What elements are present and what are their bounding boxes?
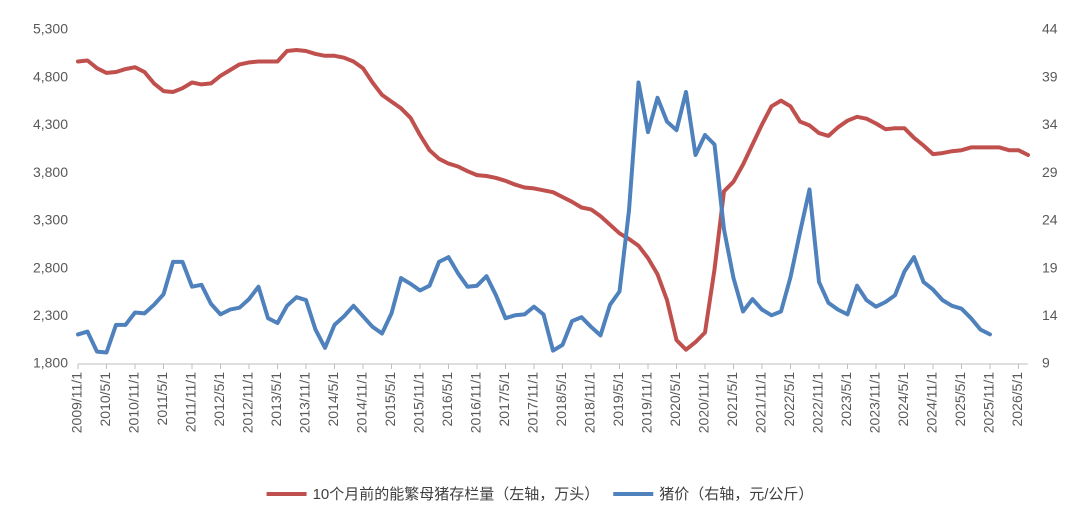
y2-tick-label: 19 (1042, 259, 1058, 275)
legend: 10个月前的能繁母猪存栏量（左轴，万头） 猪价（右轴，元/公斤） (266, 486, 813, 503)
x-tick-label: 2011/11/1 (183, 372, 199, 432)
y-tick-label: 2,300 (33, 307, 68, 323)
x-tick-label: 2024/5/1 (895, 372, 911, 427)
x-tick-label: 2021/5/1 (724, 372, 740, 427)
legend-label: 10个月前的能繁母猪存栏量（左轴，万头） (313, 486, 600, 503)
x-tick-label: 2022/5/1 (781, 372, 797, 427)
y2-tick-label: 34 (1042, 116, 1058, 132)
y-tick-label: 4,800 (33, 68, 68, 84)
x-tick-label: 2024/11/1 (924, 372, 940, 433)
x-tick-label: 2010/5/1 (97, 372, 113, 427)
series-line (76, 48, 1030, 352)
x-tick-label: 2017/5/1 (496, 372, 512, 427)
x-tick-label: 2017/11/1 (525, 372, 541, 433)
legend-item: 10个月前的能繁母猪存栏量（左轴，万头） (266, 486, 600, 503)
y-tick-label: 1,800 (33, 355, 68, 371)
y2-tick-label: 44 (1042, 21, 1058, 37)
x-tick-label: 2010/11/1 (126, 372, 142, 433)
x-tick-label: 2025/11/1 (981, 372, 997, 433)
x-tick-label: 2009/11/1 (69, 372, 85, 433)
x-tick-label: 2018/11/1 (582, 372, 598, 433)
x-tick-label: 2022/11/1 (810, 372, 826, 433)
y2-tick-label: 9 (1042, 355, 1050, 371)
x-tick-label: 2015/5/1 (382, 372, 398, 427)
x-tick-label: 2015/11/1 (411, 372, 427, 433)
x-tick-label: 2014/11/1 (354, 372, 370, 433)
x-tick-label: 2011/5/1 (154, 372, 170, 426)
x-tick-label: 2013/5/1 (268, 372, 284, 427)
x-tick-label: 2025/5/1 (952, 372, 968, 427)
x-tick-label: 2020/11/1 (696, 372, 712, 433)
legend-item: 猪价（右轴，元/公斤） (613, 486, 813, 503)
x-tick-label: 2020/5/1 (667, 372, 683, 427)
x-tick-label: 2023/5/1 (838, 372, 854, 427)
x-tick-label: 2023/11/1 (867, 372, 883, 433)
y2-tick-label: 24 (1042, 212, 1058, 228)
x-tick-label: 2018/5/1 (553, 372, 569, 427)
y-tick-label: 2,800 (33, 259, 68, 275)
y-tick-label: 3,800 (33, 164, 68, 180)
x-tick-label: 2021/11/1 (753, 372, 769, 433)
x-tick-label: 2016/5/1 (439, 372, 455, 427)
y2-tick-label: 29 (1042, 164, 1058, 180)
series-line (76, 80, 992, 355)
x-tick-label: 2026/5/1 (1009, 372, 1025, 427)
y-tick-label: 5,300 (33, 21, 68, 37)
x-tick-label: 2019/11/1 (639, 372, 655, 433)
x-tick-label: 2019/5/1 (610, 372, 626, 427)
x-tick-label: 2013/11/1 (297, 372, 313, 433)
x-tick-label: 2012/11/1 (240, 372, 256, 433)
y2-tick-label: 14 (1042, 307, 1058, 323)
x-tick-label: 2012/5/1 (211, 372, 227, 427)
y-tick-label: 4,300 (33, 116, 68, 132)
y-tick-label: 3,300 (33, 212, 68, 228)
y2-tick-label: 39 (1042, 68, 1058, 84)
legend-label: 猪价（右轴，元/公斤） (659, 486, 813, 503)
x-tick-label: 2014/5/1 (325, 372, 341, 427)
x-tick-label: 2016/11/1 (468, 372, 484, 433)
